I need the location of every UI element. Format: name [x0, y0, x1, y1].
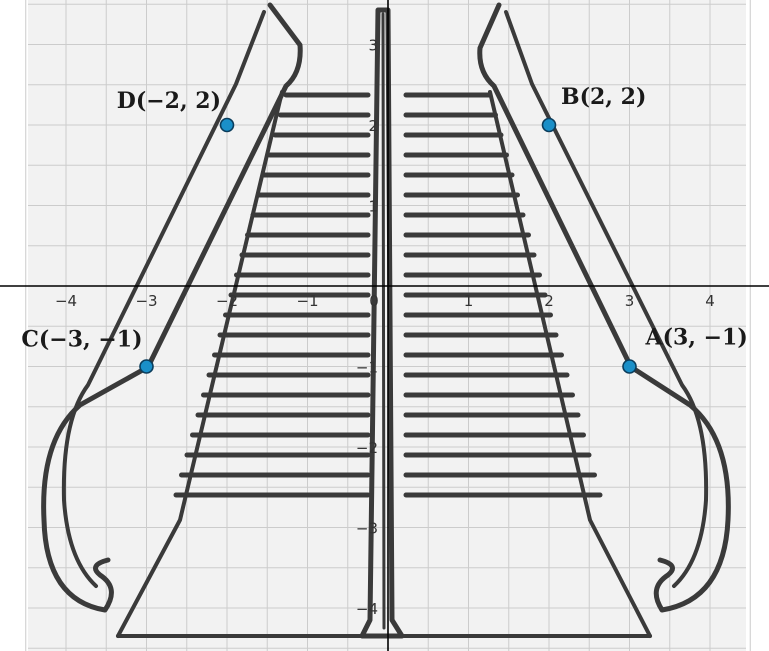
points: A(3, −1) B(2, 2) C(−3, −1) D(−2, 2) [21, 84, 748, 374]
x-tick-label: −3 [135, 292, 157, 310]
left-handrail [41, 2, 303, 613]
point-a [622, 359, 637, 374]
y-tick-label: −2 [356, 439, 378, 457]
center-divider-inner [381, 12, 386, 630]
y-tick-label: 1 [368, 198, 378, 216]
point-label-b: B(2, 2) [561, 84, 646, 110]
steps-left [173, 92, 371, 498]
escalator-illustration [41, 2, 731, 639]
point-b [541, 117, 557, 133]
x-tick-label: 4 [705, 292, 715, 310]
right-handrail [477, 2, 731, 613]
point-d [219, 117, 235, 133]
y-tick-label: −4 [356, 600, 378, 618]
y-tick-label: 2 [368, 117, 378, 135]
x-tick-label: 2 [544, 292, 554, 310]
tick-labels: −4 −3 −2 −1 0 1 2 3 4 3 2 1 −1 −2 −3 −4 [55, 37, 715, 619]
point-label-c: C(−3, −1) [21, 327, 142, 353]
point-label-a: A(3, −1) [645, 325, 748, 351]
x-tick-label: 3 [625, 292, 635, 310]
x-tick-label: 0 [369, 292, 379, 310]
point-label-d: D(−2, 2) [117, 88, 221, 114]
x-tick-label: −4 [55, 292, 77, 310]
steps-right [403, 92, 603, 498]
left-handrail-inner [61, 10, 266, 588]
x-tick-label: −2 [216, 292, 238, 310]
x-tick-label: −1 [296, 292, 318, 310]
y-tick-label: −1 [356, 359, 378, 377]
y-tick-label: −3 [356, 520, 378, 538]
point-c [139, 359, 154, 374]
x-tick-label: 1 [464, 292, 474, 310]
right-handrail-inner [504, 10, 709, 588]
y-tick-label: 3 [368, 37, 378, 55]
